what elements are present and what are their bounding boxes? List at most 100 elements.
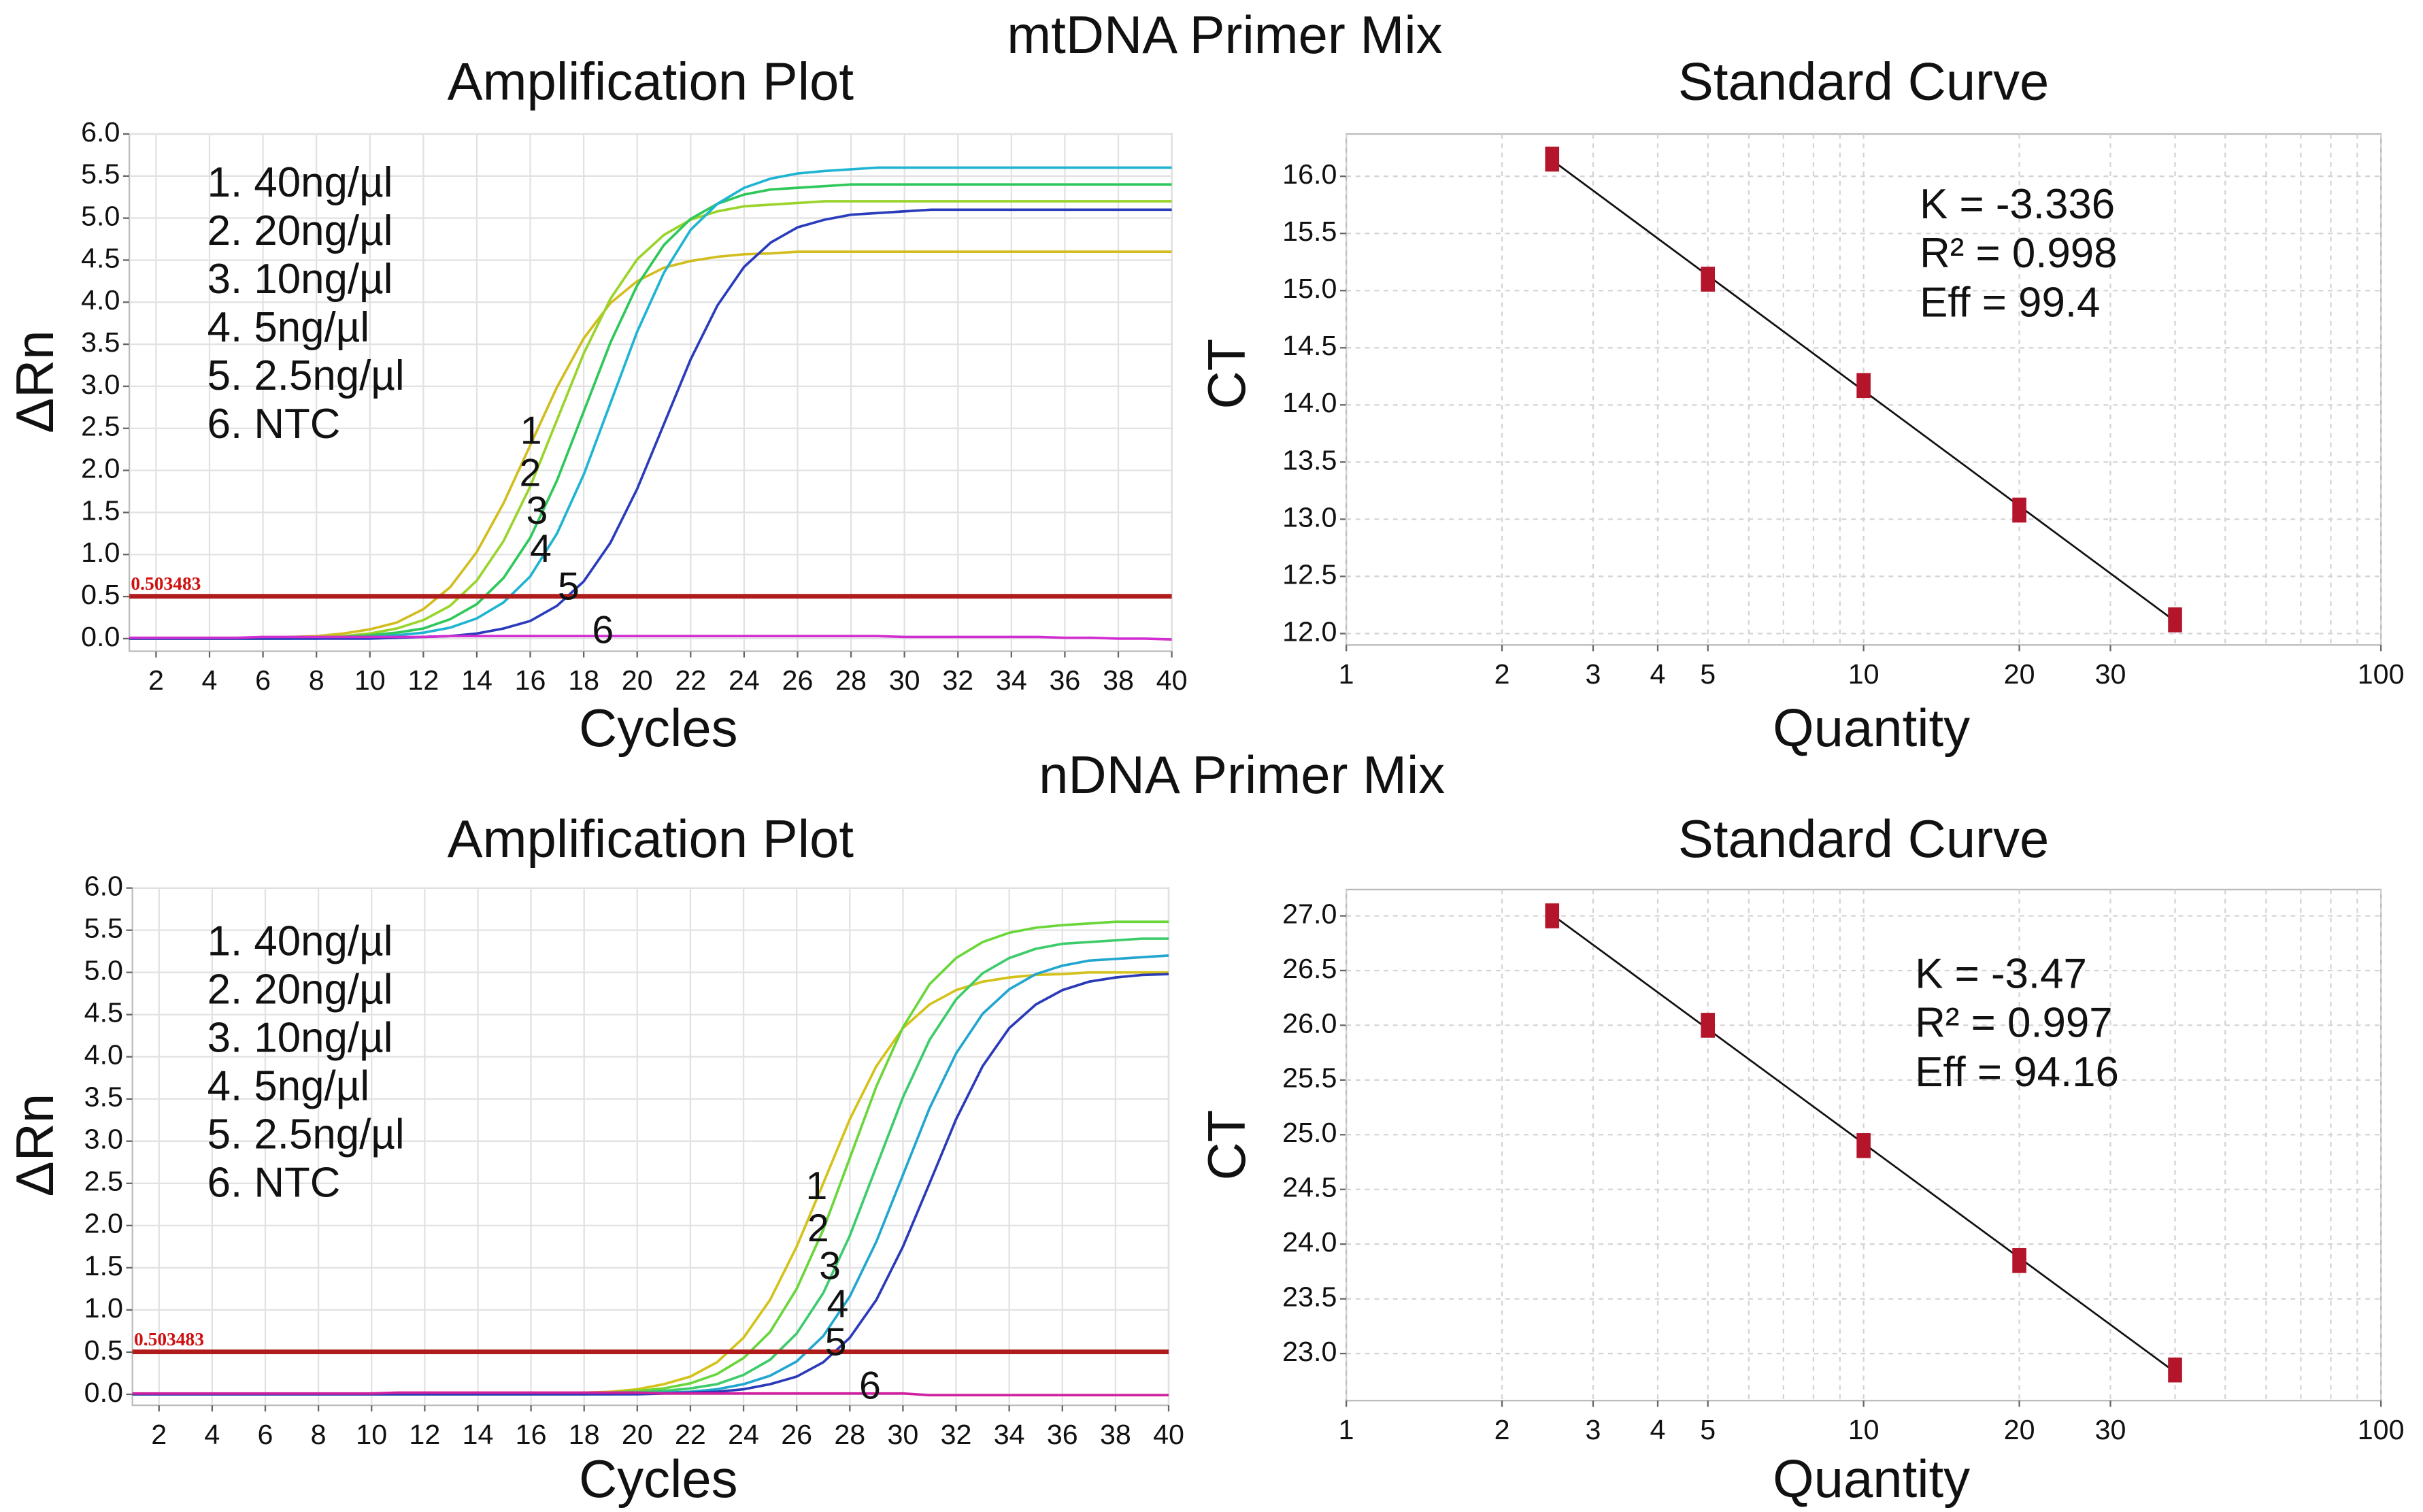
chart-title: Standard Curve	[1678, 809, 2049, 869]
y-axis-label: ΔRn	[5, 330, 65, 433]
x-tick-label: 20	[622, 1419, 653, 1450]
plot-area	[128, 133, 1173, 652]
y-tick-label: 12.5	[1282, 558, 1337, 590]
y-tick-label: 14.0	[1282, 387, 1337, 418]
x-tick-label: 3	[1586, 658, 1601, 690]
y-tick-label: 23.0	[1282, 1336, 1337, 1367]
legend-entry: 4. 5ng/µl	[207, 1062, 369, 1109]
threshold-label: 0.503483	[131, 573, 201, 594]
x-tick-label: 2	[1494, 1414, 1510, 1445]
y-tick-label: 3.5	[81, 326, 120, 358]
x-tick-label: 36	[1049, 665, 1080, 696]
amplification-curve	[129, 208, 1172, 640]
y-tick-label: 3.0	[81, 369, 120, 400]
y-tick-label: 25.5	[1282, 1062, 1337, 1094]
x-axis-label: Quantity	[1773, 1449, 1970, 1509]
curve-label: 6	[592, 609, 614, 652]
y-tick-label: 1.5	[81, 494, 120, 526]
x-tick-label: 1	[1339, 1414, 1354, 1445]
x-tick-label: 40	[1153, 1419, 1184, 1450]
x-tick-label: 26	[781, 1419, 812, 1450]
y-tick-label: 4.5	[81, 242, 120, 273]
curve-label: 2	[520, 452, 541, 495]
y-tick-label: 13.5	[1282, 444, 1337, 475]
fit-statistic: Eff = 99.4	[1920, 279, 2100, 326]
legend-entry: 6. NTC	[207, 1159, 341, 1206]
x-tick-label: 6	[255, 665, 271, 696]
x-tick-label: 4	[202, 665, 218, 696]
x-tick-label: 10	[356, 1419, 387, 1450]
curve-label: 6	[859, 1364, 881, 1407]
data-point	[1701, 1013, 1716, 1038]
curve-label: 1	[806, 1164, 828, 1208]
legend-entry: 2. 20ng/µl	[207, 207, 393, 254]
threshold-label: 0.503483	[134, 1329, 204, 1349]
y-tick-label: 4.0	[84, 1039, 123, 1071]
y-tick-label: 15.0	[1282, 273, 1337, 304]
x-tick-label: 26	[782, 665, 814, 696]
x-tick-label: 4	[1650, 658, 1666, 690]
data-point	[2012, 497, 2026, 523]
plot-area	[131, 887, 1170, 1407]
y-tick-label: 27.0	[1282, 898, 1337, 929]
y-tick-label: 24.0	[1282, 1226, 1337, 1258]
x-tick-label: 28	[835, 665, 867, 696]
y-tick-label: 0.5	[84, 1334, 123, 1366]
x-tick-label: 2	[151, 1419, 167, 1450]
data-point	[2012, 1247, 2026, 1273]
x-tick-label: 30	[889, 665, 920, 696]
x-axis-label: Cycles	[579, 698, 738, 758]
y-tick-label: 13.0	[1282, 501, 1337, 533]
x-tick-label: 16	[516, 1419, 547, 1450]
y-tick-label: 5.0	[81, 201, 120, 232]
x-tick-label: 14	[463, 1419, 494, 1450]
y-tick-label: 3.0	[84, 1124, 123, 1155]
y-tick-label: 2.0	[81, 452, 120, 484]
y-tick-label: 0.0	[84, 1377, 123, 1408]
y-tick-label: 5.5	[81, 158, 120, 190]
y-tick-label: 0.5	[81, 579, 120, 610]
x-tick-label: 3	[1586, 1414, 1601, 1445]
x-tick-label: 24	[728, 1419, 759, 1450]
y-tick-label: 26.5	[1282, 953, 1337, 984]
x-tick-label: 32	[942, 665, 973, 696]
x-tick-label: 8	[309, 665, 324, 696]
data-point	[1701, 267, 1716, 292]
x-tick-label: 12	[407, 665, 439, 696]
x-tick-label: 5	[1700, 658, 1716, 690]
legend-entry: 2. 20ng/µl	[207, 966, 393, 1013]
section-title: mtDNA Primer Mix	[1007, 5, 1442, 65]
legend-entry: 1. 40ng/µl	[207, 159, 393, 206]
x-tick-label: 10	[354, 665, 386, 696]
section-title: nDNA Primer Mix	[1039, 745, 1445, 805]
y-tick-label: 5.5	[84, 913, 123, 944]
x-tick-label: 32	[941, 1419, 972, 1450]
curve-label: 5	[558, 565, 580, 608]
curve-label: 5	[825, 1320, 847, 1364]
y-tick-label: 1.0	[81, 537, 120, 568]
y-tick-label: 5.0	[84, 955, 123, 986]
x-tick-label: 10	[1848, 1414, 1879, 1445]
data-point	[1856, 1133, 1871, 1158]
x-tick-label: 38	[1100, 1419, 1131, 1450]
y-tick-label: 0.0	[81, 621, 120, 652]
x-tick-label: 30	[887, 1419, 918, 1450]
y-tick-label: 3.5	[84, 1081, 123, 1113]
y-tick-label: 23.5	[1282, 1281, 1337, 1312]
fit-statistic: R² = 0.997	[1915, 1000, 2112, 1047]
x-tick-label: 6	[258, 1419, 273, 1450]
curve-label: 4	[530, 527, 552, 571]
x-tick-label: 30	[2095, 658, 2126, 690]
x-tick-label: 10	[1848, 658, 1879, 690]
y-axis-label: CT	[1197, 339, 1256, 409]
curve-label: 3	[819, 1245, 841, 1288]
amplification-curve	[129, 635, 1172, 641]
data-point	[1856, 373, 1871, 399]
curve-label: 3	[526, 489, 548, 533]
x-tick-label: 22	[675, 665, 706, 696]
x-tick-label: 24	[729, 665, 760, 696]
y-tick-label: 2.5	[84, 1166, 123, 1197]
y-axis-label: ΔRn	[5, 1094, 65, 1197]
x-tick-label: 12	[409, 1419, 440, 1450]
